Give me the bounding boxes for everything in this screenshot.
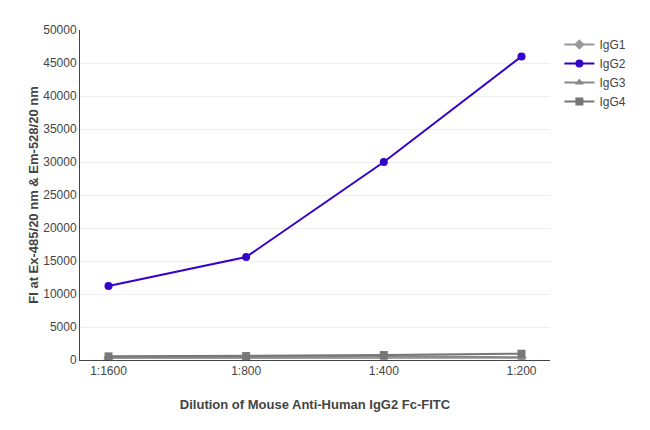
svg-text:20000: 20000: [43, 221, 77, 235]
svg-text:45000: 45000: [43, 56, 77, 70]
svg-text:1:1600: 1:1600: [90, 364, 127, 378]
svg-text:1:800: 1:800: [231, 364, 261, 378]
svg-text:5000: 5000: [50, 320, 77, 334]
svg-text:IgG1: IgG1: [599, 38, 625, 52]
svg-text:FI at Ex-485/20 nm & Em-528/20: FI at Ex-485/20 nm & Em-528/20 nm: [26, 86, 41, 303]
svg-text:IgG2: IgG2: [599, 57, 625, 71]
svg-text:30000: 30000: [43, 155, 77, 169]
svg-text:Dilution of Mouse Anti-Human I: Dilution of Mouse Anti-Human IgG2 Fc-FIT…: [180, 397, 451, 412]
svg-text:0: 0: [70, 353, 77, 367]
svg-text:25000: 25000: [43, 188, 77, 202]
svg-text:IgG3: IgG3: [599, 76, 625, 90]
svg-text:40000: 40000: [43, 89, 77, 103]
svg-text:1:400: 1:400: [369, 364, 399, 378]
svg-text:15000: 15000: [43, 254, 77, 268]
svg-text:35000: 35000: [43, 122, 77, 136]
svg-text:IgG4: IgG4: [599, 95, 625, 109]
svg-text:50000: 50000: [43, 23, 77, 37]
svg-text:10000: 10000: [43, 287, 77, 301]
svg-text:1:200: 1:200: [506, 364, 536, 378]
